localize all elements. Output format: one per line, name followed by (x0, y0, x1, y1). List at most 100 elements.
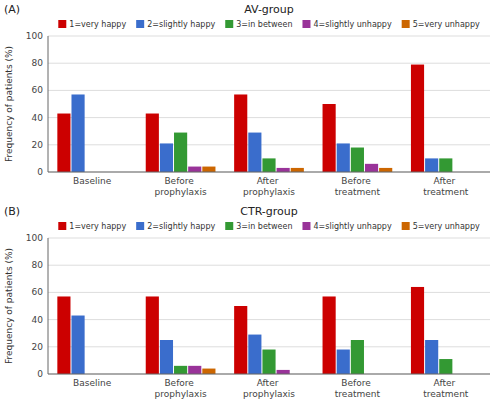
legend-label: 5=very unhappy (413, 222, 480, 231)
y-tick-label: 100 (26, 31, 43, 41)
legend-swatch (402, 20, 410, 28)
panel: (A)AV-group020406080100Frequency of pati… (4, 3, 490, 197)
legend-swatch (402, 222, 410, 230)
x-axis (48, 374, 490, 375)
x-tick-label: After prophylaxis (243, 378, 295, 399)
bar (262, 350, 275, 374)
legend-label: 5=very unhappy (413, 20, 480, 29)
bar (160, 143, 173, 172)
bar (71, 316, 84, 374)
legend-label: 1=very happy (69, 222, 126, 231)
bar (277, 370, 290, 374)
bar (323, 296, 336, 374)
bar (262, 158, 275, 172)
legend-item: 4=slightly unhappy (302, 222, 391, 231)
bar (411, 65, 424, 172)
x-tick-label: Baseline (73, 378, 112, 388)
x-tick-label: Baseline (73, 176, 112, 186)
y-axis (48, 238, 49, 374)
bar (248, 133, 261, 172)
bar (188, 366, 201, 374)
bar (291, 168, 304, 172)
grid-line (48, 265, 490, 266)
legend-swatch (58, 222, 66, 230)
grid-line (48, 172, 490, 173)
bar (146, 114, 159, 172)
y-tick-label: 80 (32, 260, 44, 270)
bar (174, 366, 187, 374)
legend-item: 1=very happy (58, 222, 126, 231)
legend-label: 4=slightly unhappy (313, 222, 391, 231)
x-tick-label: Before prophylaxis (155, 378, 207, 399)
x-tick-line: prophylaxis (243, 187, 295, 197)
x-tick-line: treatment (423, 187, 469, 197)
x-tick-line: Before (341, 378, 373, 388)
legend-label: 3=in between (236, 222, 292, 231)
y-tick-label: 40 (32, 315, 44, 325)
bar (379, 168, 392, 172)
x-tick-label: Before treatment (335, 378, 381, 399)
bar (234, 94, 247, 172)
legend-item: 3=in between (225, 20, 292, 29)
bar (351, 148, 364, 172)
bar (351, 340, 364, 374)
bars (57, 287, 452, 374)
bar (188, 167, 201, 172)
bar (202, 167, 215, 172)
bar (57, 296, 70, 374)
legend-item: 1=very happy (58, 20, 126, 29)
x-tick-line: treatment (335, 187, 381, 197)
x-tick-label: After prophylaxis (243, 176, 295, 197)
x-tick-label: After treatment (423, 378, 469, 399)
bar (365, 164, 378, 172)
x-tick-line: treatment (335, 389, 381, 399)
bar (202, 369, 215, 374)
panel-label: (A) (4, 3, 20, 16)
legend-swatch (136, 20, 144, 28)
x-tick-line: prophylaxis (155, 389, 207, 399)
y-tick-label: 0 (37, 167, 43, 177)
x-axis (48, 172, 490, 173)
panel-label: (B) (4, 205, 20, 218)
x-tick-line: Before (164, 176, 196, 186)
bar (234, 306, 247, 374)
y-axis-label: Frequency of patients (%) (4, 46, 14, 162)
legend: 1=very happy 2=slightly happy 3=in between… (58, 222, 480, 231)
y-axis-label: Frequency of patients (%) (4, 248, 14, 364)
bar (425, 340, 438, 374)
legend-swatch (58, 20, 66, 28)
y-axis (48, 36, 49, 172)
x-tick-label: Before treatment (335, 176, 381, 197)
legend-item: 2=slightly happy (136, 222, 215, 231)
y-tick-label: 0 (37, 369, 43, 379)
x-tick-line: After (257, 176, 281, 186)
y-tick-label: 20 (32, 140, 44, 150)
legend-label: 3=in between (236, 20, 292, 29)
legend-swatch (225, 222, 233, 230)
legend-item: 5=very unhappy (402, 20, 480, 29)
bar (248, 335, 261, 374)
bar (323, 104, 336, 172)
x-tick-line: prophylaxis (155, 187, 207, 197)
grid-line (48, 374, 490, 375)
panel: (B)CTR-group020406080100Frequency of pat… (4, 205, 490, 399)
x-tick-line: Before (341, 176, 373, 186)
bar (337, 350, 350, 374)
bar (160, 340, 173, 374)
title: CTR-group (240, 205, 298, 218)
x-tick-line: prophylaxis (243, 389, 295, 399)
y-tick-label: 100 (26, 233, 43, 243)
x-tick-line: After (257, 378, 281, 388)
bar (439, 359, 452, 374)
bar (411, 287, 424, 374)
title: AV-group (244, 3, 294, 16)
legend-swatch (302, 222, 310, 230)
bar (174, 133, 187, 172)
x-tick-line: After (434, 378, 458, 388)
legend-item: 5=very unhappy (402, 222, 480, 231)
legend-swatch (302, 20, 310, 28)
bar (277, 168, 290, 172)
x-tick-label: After treatment (423, 176, 469, 197)
legend: 1=very happy2=slightly happy3=in between… (58, 20, 480, 29)
x-tick-line: Before (164, 378, 196, 388)
